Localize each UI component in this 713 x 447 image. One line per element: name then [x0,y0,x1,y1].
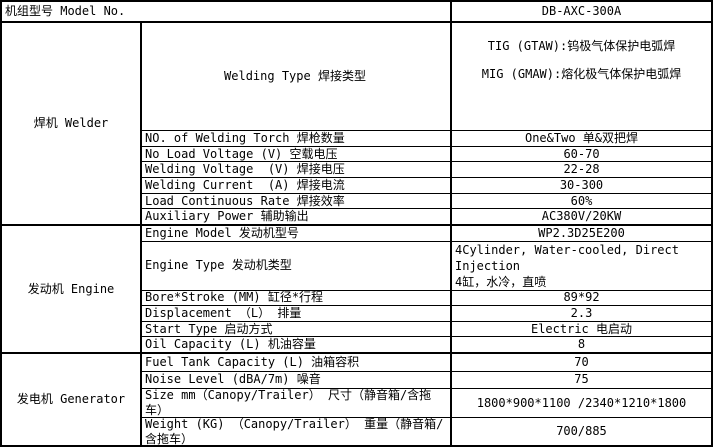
row-value: 8 [577,337,586,352]
table-row-size: Size mm（Canopy/Trailer） 尺寸（静音箱/含拖车） 1800… [142,389,711,418]
section-welder-label: 焊机 Welder [2,23,142,224]
table-row-displacement: Displacement （L） 排量 2.3 [142,306,711,322]
table-row-welding-type: Welding Type 焊接类型 TIG (GTAW):钨极气体保护电弧焊 M… [142,23,711,131]
table-row-welding-voltage: Welding Voltage (V) 焊接电压 22-28 [142,162,711,179]
table-row-start-type: Start Type 启动方式 Electric 电启动 [142,321,711,338]
row-value: AC380V/20KW [541,209,622,224]
row-label: Engine Type 发动机类型 [142,241,452,290]
table-row-fuel-tank: Fuel Tank Capacity (L) 油箱容积 70 [142,354,711,372]
row-value: 89*92 [563,290,600,305]
row-value: 2.3 [570,306,593,320]
row-value: One&Two 单&双把焊 [524,131,639,145]
row-label: NO. of Welding Torch 焊枪数量 [142,131,452,146]
table-row-engine-type: Engine Type 发动机类型 4Cylinder, Water-coole… [142,241,711,291]
section-engine-rows: Engine Model 发动机型号 WP2.3D25E200 Engine T… [142,226,711,352]
section-generator-label: 发电机 Generator [2,354,142,445]
row-label: Welding Type 焊接类型 [142,23,452,130]
row-value: 70 [574,354,589,369]
row-label: Displacement （L） 排量 [142,306,452,321]
model-no-label: 机组型号 Model No. [2,2,452,21]
row-label: Size mm（Canopy/Trailer） 尺寸（静音箱/含拖车） [142,389,452,417]
row-value: 30-300 [559,178,604,192]
row-value: 22-28 [563,162,600,177]
row-label: Load Continuous Rate 焊接效率 [142,193,452,209]
table-row-torch-count: NO. of Welding Torch 焊枪数量 One&Two 单&双把焊 [142,131,711,147]
table-row-welding-current: Welding Current (A) 焊接电流 30-300 [142,178,711,194]
row-value: WP2.3D25E200 [538,226,625,240]
section-welder: 焊机 Welder Welding Type 焊接类型 TIG (GTAW):钨… [2,23,711,226]
row-label: Welding Current (A) 焊接电流 [142,178,452,193]
section-engine-label: 发动机 Engine [2,226,142,352]
table-row-load-continuous-rate: Load Continuous Rate 焊接效率 60% [142,193,711,210]
row-value: 4Cylinder, Water-cooled, Direct Injectio… [452,242,711,290]
row-label: Oil Capacity (L) 机油容量 [142,337,452,352]
row-label: Start Type 启动方式 [142,321,452,337]
row-value: 60-70 [563,146,600,161]
welding-type-line-tig: TIG (GTAW):钨极气体保护电弧焊 [487,39,676,53]
row-label: Auxiliary Power 辅助输出 [142,209,452,225]
table-row-bore-stroke: Bore*Stroke (MM) 缸径*行程 89*92 [142,290,711,307]
section-engine: 发动机 Engine Engine Model 发动机型号 WP2.3D25E2… [2,226,711,354]
row-value: 1800*900*1100 /2340*1210*1800 [476,395,687,410]
table-row-engine-model: Engine Model 发动机型号 WP2.3D25E200 [142,226,711,242]
welding-type-line-mig: MIG (GMAW):熔化极气体保护电弧焊 [481,67,682,81]
section-welder-rows: Welding Type 焊接类型 TIG (GTAW):钨极气体保护电弧焊 M… [142,23,711,225]
engine-type-line-cn: 4缸，水冷，直喷 [455,274,547,289]
section-generator: 发电机 Generator Fuel Tank Capacity (L) 油箱容… [2,354,711,445]
section-generator-rows: Fuel Tank Capacity (L) 油箱容积 70 Noise Lev… [142,354,711,445]
row-label: Bore*Stroke (MM) 缸径*行程 [142,290,452,306]
row-label: Noise Level (dBA/7m) 噪音 [142,371,452,388]
engine-type-line-en: 4Cylinder, Water-cooled, Direct Injectio… [455,242,679,273]
row-label: Weight (KG) （Canopy/Trailer） 重量（静音箱/含拖车） [142,418,452,445]
row-label: No Load Voltage (V) 空载电压 [142,146,452,162]
row-label: Fuel Tank Capacity (L) 油箱容积 [142,354,452,371]
row-value: 700/885 [556,424,607,438]
table-row-auxiliary-power: Auxiliary Power 辅助输出 AC380V/20KW [142,209,711,225]
model-no-value: DB-AXC-300A [541,4,622,18]
table-row-weight: Weight (KG) （Canopy/Trailer） 重量（静音箱/含拖车）… [142,418,711,445]
table-row-noise-level: Noise Level (dBA/7m) 噪音 75 [142,371,711,389]
row-label: Welding Voltage (V) 焊接电压 [142,162,452,178]
model-no-row: 机组型号 Model No. DB-AXC-300A [2,2,711,23]
row-value: TIG (GTAW):钨极气体保护电弧焊 MIG (GMAW):熔化极气体保护电… [452,23,711,130]
table-row-oil-capacity: Oil Capacity (L) 机油容量 8 [142,337,711,352]
table-row-no-load-voltage: No Load Voltage (V) 空载电压 60-70 [142,146,711,163]
row-label: Engine Model 发动机型号 [142,226,452,241]
row-value: 60% [570,193,593,208]
row-value: Electric 电启动 [530,321,633,336]
row-value: 75 [574,372,589,387]
